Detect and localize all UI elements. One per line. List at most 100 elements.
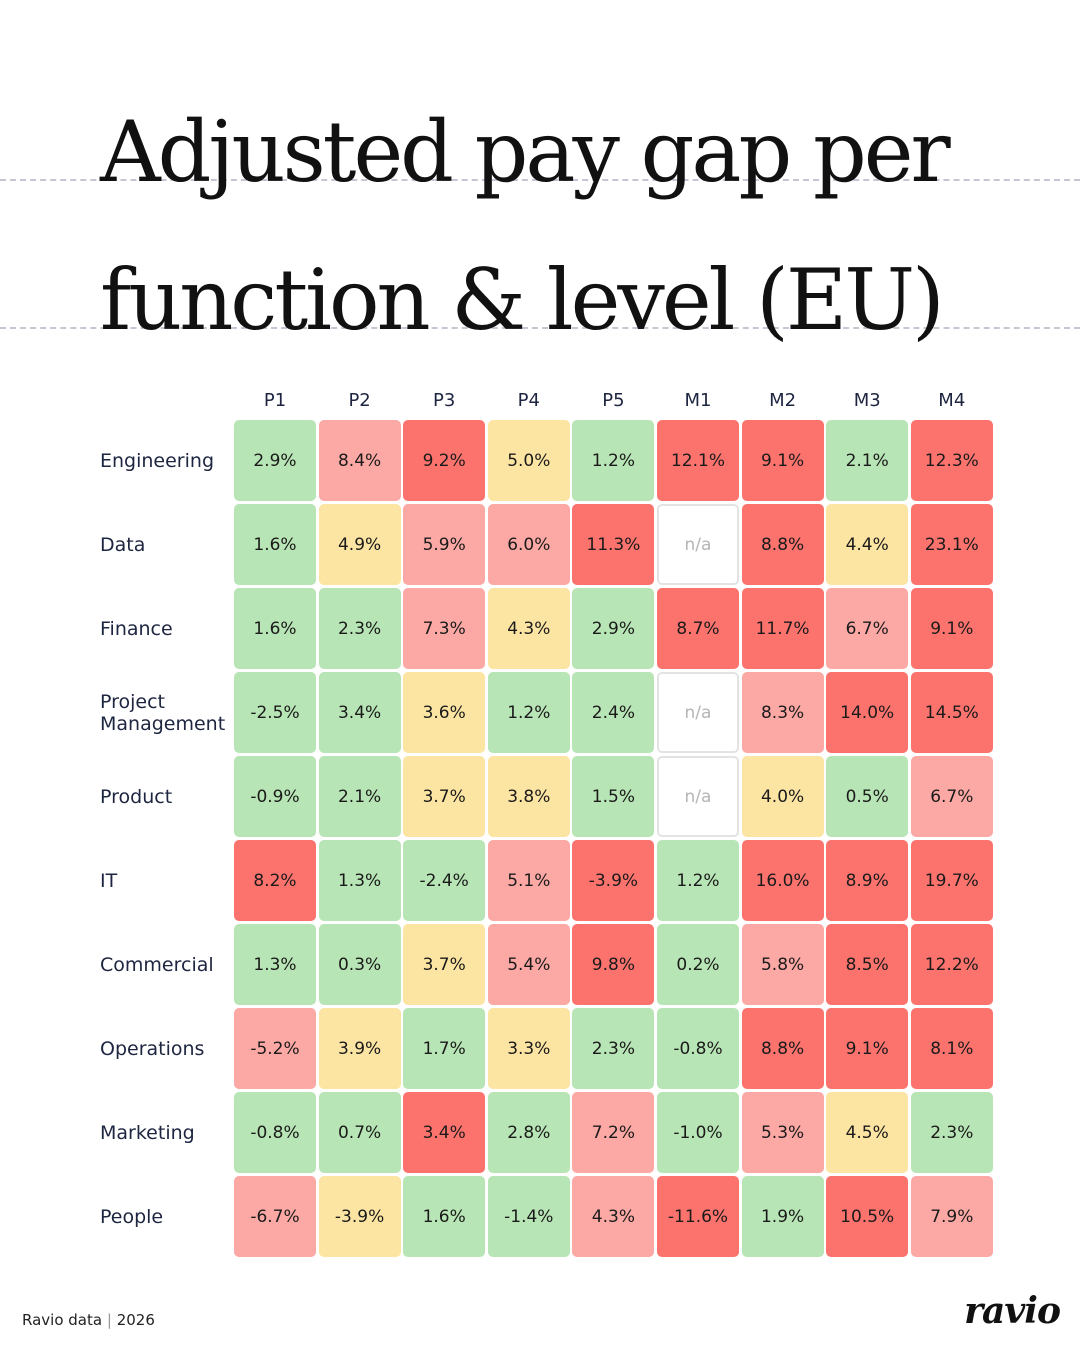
value-label: 2.9% xyxy=(253,450,297,471)
cell: -5.2% xyxy=(234,1008,316,1089)
value-label: 3.8% xyxy=(507,786,551,807)
value-label: 8.5% xyxy=(845,954,889,975)
cell: 12.1% xyxy=(657,420,739,501)
cell: 5.4% xyxy=(487,924,570,1005)
cell: 2.8% xyxy=(487,1092,570,1173)
cell: 1.7% xyxy=(403,1008,486,1089)
cell: 14.5% xyxy=(910,672,993,753)
value-label: 12.1% xyxy=(670,450,725,471)
cell: 2.3% xyxy=(910,1092,993,1173)
value-label: -0.8% xyxy=(673,1038,723,1059)
value-label: -3.9% xyxy=(588,870,639,891)
value-label: 7.9% xyxy=(930,1206,974,1227)
value-label: 1.6% xyxy=(253,618,297,639)
cell: 3.7% xyxy=(403,756,486,837)
value-label: 4.3% xyxy=(507,618,551,639)
cell: -11.6% xyxy=(657,1176,739,1257)
value-label: 0.3% xyxy=(337,954,382,975)
cell: 3.6% xyxy=(403,672,486,753)
value-label: 8.4% xyxy=(337,450,382,471)
value-label: 1.9% xyxy=(760,1206,805,1227)
cell: 8.7% xyxy=(657,588,739,669)
value-label: 8.9% xyxy=(845,870,889,891)
value-label: 11.7% xyxy=(755,618,810,639)
value-label: 0.2% xyxy=(676,954,720,975)
cell: 1.3% xyxy=(234,924,316,1005)
cell: -0.8% xyxy=(234,1092,316,1173)
value-label: 5.8% xyxy=(760,954,805,975)
value-label: 5.3% xyxy=(760,1122,805,1143)
cell: 9.2% xyxy=(403,420,486,501)
cell: 8.4% xyxy=(318,420,401,501)
value-label: 0.5% xyxy=(845,786,889,807)
value-label: n/a xyxy=(684,786,712,807)
value-label: 1.3% xyxy=(253,954,297,975)
cell: 2.3% xyxy=(318,588,401,669)
value-label: 6.7% xyxy=(930,786,974,807)
cell: 14.0% xyxy=(826,672,909,753)
cell: -6.7% xyxy=(234,1176,316,1257)
cell: 2.9% xyxy=(234,420,316,501)
cell: -2.4% xyxy=(403,840,486,921)
cell: -2.5% xyxy=(234,672,316,753)
cell: n/a xyxy=(657,672,739,753)
column-label: P2 xyxy=(348,390,371,411)
value-label: 0.7% xyxy=(337,1122,382,1143)
cell: -0.8% xyxy=(657,1008,739,1089)
cell: 8.8% xyxy=(741,504,824,585)
value-label: 9.1% xyxy=(760,450,805,471)
cell: 7.3% xyxy=(403,588,486,669)
cell: 4.5% xyxy=(826,1092,909,1173)
value-label: 6.0% xyxy=(507,534,551,555)
cell: 3.7% xyxy=(403,924,486,1005)
cell: 10.5% xyxy=(826,1176,909,1257)
value-label: 4.0% xyxy=(760,786,805,807)
value-label: 2.1% xyxy=(845,450,889,471)
cell: 9.1% xyxy=(826,1008,909,1089)
value-label: 1.2% xyxy=(676,870,720,891)
value-label: 3.7% xyxy=(422,954,466,975)
cell: 11.7% xyxy=(741,588,824,669)
cell: -1.0% xyxy=(657,1092,739,1173)
cell: 1.2% xyxy=(572,420,655,501)
cell: 0.2% xyxy=(657,924,739,1005)
value-label: 14.0% xyxy=(840,702,895,723)
cell: 8.5% xyxy=(826,924,909,1005)
value-label: 5.0% xyxy=(507,450,551,471)
value-label: n/a xyxy=(684,702,712,723)
value-label: 4.9% xyxy=(337,534,382,555)
cell: 23.1% xyxy=(910,504,993,585)
value-label: -3.9% xyxy=(334,1206,385,1227)
row-label: Project Management xyxy=(100,690,226,735)
year: 2026 xyxy=(116,1311,155,1329)
footer: Ravio data | 2026 xyxy=(22,1311,155,1329)
value-label: 7.3% xyxy=(422,618,466,639)
value-label: 2.1% xyxy=(337,786,382,807)
value-label: 2.8% xyxy=(507,1122,551,1143)
value-label: 2.3% xyxy=(337,618,382,639)
cell: 1.5% xyxy=(572,756,655,837)
cell: 0.5% xyxy=(826,756,909,837)
cell: 2.9% xyxy=(572,588,655,669)
cell: 3.4% xyxy=(318,672,401,753)
value-label: 12.2% xyxy=(924,954,979,975)
value-label: 1.2% xyxy=(591,450,635,471)
value-label: 9.8% xyxy=(591,954,635,975)
logo: ravio xyxy=(964,1290,1061,1332)
row-label: Operations xyxy=(100,1037,205,1060)
column-label: P4 xyxy=(517,390,540,411)
row-label: Marketing xyxy=(100,1121,195,1144)
cell: 5.1% xyxy=(487,840,570,921)
row-label: Engineering xyxy=(100,449,214,472)
cell: 1.6% xyxy=(234,504,316,585)
cell: 5.0% xyxy=(487,420,570,501)
chart-title: Adjusted pay gap per function & level (E… xyxy=(100,103,951,349)
cell: 12.3% xyxy=(910,420,993,501)
cell: -3.9% xyxy=(572,840,655,921)
value-label: 5.9% xyxy=(422,534,466,555)
value-label: 1.6% xyxy=(422,1206,466,1227)
row-label: IT xyxy=(100,869,118,892)
column-label: M1 xyxy=(684,390,712,411)
cell: 2.3% xyxy=(572,1008,655,1089)
cell: 3.8% xyxy=(487,756,570,837)
